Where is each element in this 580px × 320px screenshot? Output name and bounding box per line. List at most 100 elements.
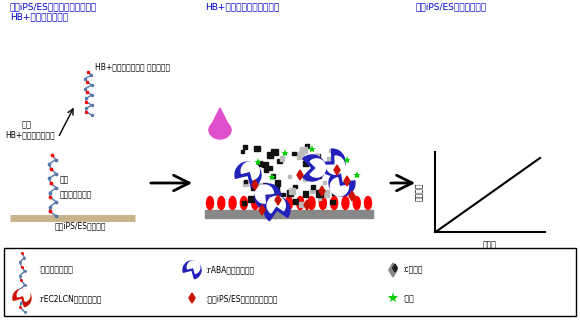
Text: :c型糖鎖: :c型糖鎖 [402,265,422,274]
Wedge shape [310,159,325,177]
Bar [255,183,262,190]
Bar [254,146,260,151]
Wedge shape [241,162,259,180]
Text: 糖鎖: 糖鎖 [60,175,69,184]
Bar [327,157,332,162]
Bar [262,200,269,207]
Text: HB+ポドカリキシンの検出: HB+ポドカリキシンの検出 [205,2,279,11]
Polygon shape [334,165,340,175]
Text: 蛍光強度: 蛍光強度 [415,183,424,201]
Bar [316,190,323,197]
Bar [293,185,296,188]
Wedge shape [264,197,290,221]
Text: タンパク質骨格: タンパク質骨格 [60,190,92,199]
Wedge shape [235,162,261,188]
Bar [242,145,247,149]
Bar [288,175,291,178]
Polygon shape [259,205,265,215]
Bar [323,181,327,184]
Ellipse shape [331,196,338,210]
Bar [309,159,314,164]
Bar [272,185,279,192]
Wedge shape [17,289,30,301]
Ellipse shape [297,196,304,210]
Bar [268,166,273,170]
Bar [292,152,296,155]
Bar [321,163,324,166]
Ellipse shape [263,196,270,210]
Text: HB+ポドカリキシン 細胞培養液: HB+ポドカリキシン 細胞培養液 [95,62,170,71]
Bar [276,199,281,205]
Bar [326,164,329,167]
Wedge shape [13,289,31,307]
Wedge shape [326,156,345,174]
Bar [313,154,319,160]
Wedge shape [267,196,285,213]
Bar [258,161,262,166]
Ellipse shape [364,196,372,210]
Bar [262,162,267,167]
Polygon shape [389,263,397,277]
Bar [300,147,307,153]
Wedge shape [255,185,274,203]
Polygon shape [349,191,355,201]
Bar [242,201,246,205]
Ellipse shape [274,196,281,210]
Ellipse shape [320,196,327,210]
Wedge shape [187,261,200,273]
Bar [280,156,284,161]
Polygon shape [319,186,325,196]
Polygon shape [344,176,350,186]
FancyBboxPatch shape [4,248,576,316]
Wedge shape [330,178,349,196]
Bar [251,185,256,190]
Bar [275,180,280,186]
Text: HB+ポドカリキシン: HB+ポドカリキシン [5,130,55,139]
Bar [281,193,285,196]
Bar [271,148,278,155]
Bar [242,181,248,186]
Bar [205,210,373,218]
Bar [267,152,273,158]
Bar [315,154,320,160]
Bar [263,183,267,187]
Text: 細胞数: 細胞数 [483,240,497,249]
Bar [332,158,336,162]
Bar [244,180,247,183]
Text: :酵素: :酵素 [402,294,414,303]
Wedge shape [303,155,325,181]
Ellipse shape [218,196,225,210]
Bar [303,191,308,196]
Bar [303,161,308,166]
Bar [244,171,248,175]
Text: ヒトiPS/ES細胞から分泌された
HB+ポドカリキシン: ヒトiPS/ES細胞から分泌された HB+ポドカリキシン [10,2,97,21]
Ellipse shape [240,196,247,210]
Polygon shape [304,200,310,210]
Bar [305,144,309,148]
Bar [297,152,304,159]
Bar [322,190,329,196]
Text: :ポドカリキシン: :ポドカリキシン [38,265,73,274]
Text: ヒトiPS/ES細胞表面: ヒトiPS/ES細胞表面 [55,221,107,230]
Text: ヒトiPS/ES細胞数の測定: ヒトiPS/ES細胞数の測定 [415,2,486,11]
Polygon shape [189,293,195,303]
Bar [287,190,293,196]
Bar [299,151,303,156]
Bar [271,174,276,178]
Text: :ヒトiPS/ES細胞糖鎖マーカー: :ヒトiPS/ES細胞糖鎖マーカー [205,294,277,303]
Bar [317,160,322,166]
Bar [316,173,321,178]
Bar [330,200,335,204]
Polygon shape [252,180,258,190]
Wedge shape [183,261,201,279]
Bar [329,149,332,152]
Bar [310,189,314,194]
Bar [251,172,257,178]
Wedge shape [319,149,345,175]
Bar [332,188,338,195]
Ellipse shape [353,196,360,210]
Bar [328,167,335,174]
Wedge shape [255,184,281,210]
Text: :rABA（検出試薬）: :rABA（検出試薬） [205,265,254,274]
FancyArrowPatch shape [391,175,412,191]
